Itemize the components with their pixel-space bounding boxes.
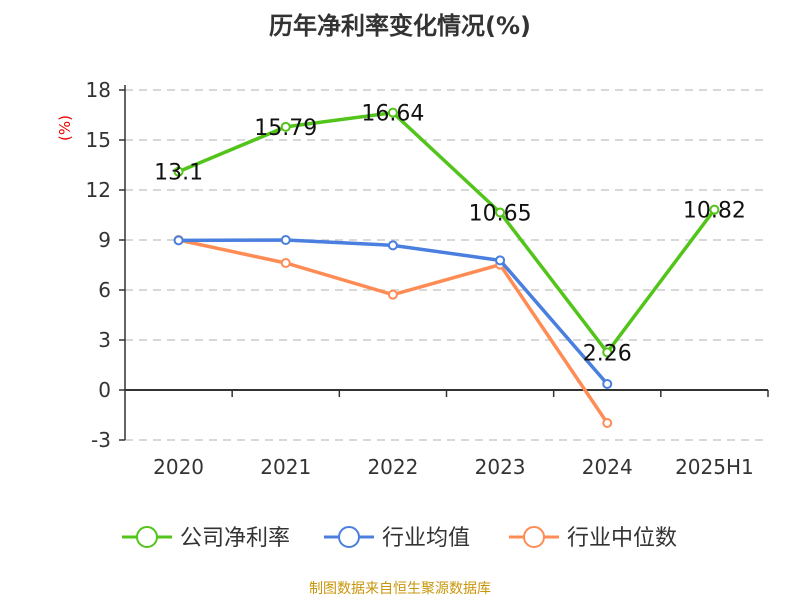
y-tick-label: 15 (86, 128, 111, 152)
y-tick-label: 0 (98, 378, 111, 402)
data-label: 13.1 (154, 161, 203, 186)
y-tick-label: 12 (86, 178, 111, 202)
legend-marker-icon (523, 526, 545, 548)
x-tick-label: 2024 (582, 455, 633, 479)
legend-label: 行业均值 (382, 526, 470, 551)
data-point (602, 418, 613, 428)
y-axis-label: (%) (56, 115, 74, 141)
data-point (173, 235, 184, 246)
x-tick-label: 2025H1 (675, 455, 754, 479)
data-point (602, 347, 613, 358)
series-line (178, 238, 609, 386)
data-point (495, 255, 506, 266)
data-point (387, 289, 398, 300)
data-label: 2.26 (583, 341, 632, 366)
y-tick-label: -3 (91, 428, 111, 452)
legend-marker-icon (136, 526, 158, 548)
y-tick-label: 18 (86, 78, 111, 102)
legend-marker-icon (338, 526, 360, 548)
legend-label: 行业中位数 (567, 526, 677, 551)
data-point (173, 166, 184, 177)
data-point (280, 121, 291, 132)
data-label: 16.64 (361, 102, 424, 127)
y-tick-label: 6 (98, 278, 111, 302)
data-point (387, 107, 398, 118)
x-tick-label: 2021 (260, 455, 311, 479)
data-point (602, 379, 613, 389)
series-line (177, 110, 716, 356)
y-tick-label: 9 (98, 228, 111, 252)
chart-title: 历年净利率变化情况(%) (269, 12, 531, 40)
data-label: 15.79 (254, 116, 317, 141)
source-note: 制图数据来自恒生聚源数据库 (309, 581, 491, 597)
x-tick-label: 2022 (367, 455, 418, 479)
data-label: 10.65 (469, 202, 532, 227)
legend-label: 公司净利率 (180, 526, 290, 551)
x-tick-label: 2020 (153, 455, 204, 479)
data-point (280, 258, 291, 268)
data-label: 10.82 (683, 199, 746, 224)
data-point (709, 204, 720, 215)
data-point (387, 240, 398, 251)
data-point (495, 207, 506, 218)
y-tick-label: 3 (98, 328, 111, 352)
data-point (280, 235, 291, 245)
x-tick-label: 2023 (475, 455, 526, 479)
